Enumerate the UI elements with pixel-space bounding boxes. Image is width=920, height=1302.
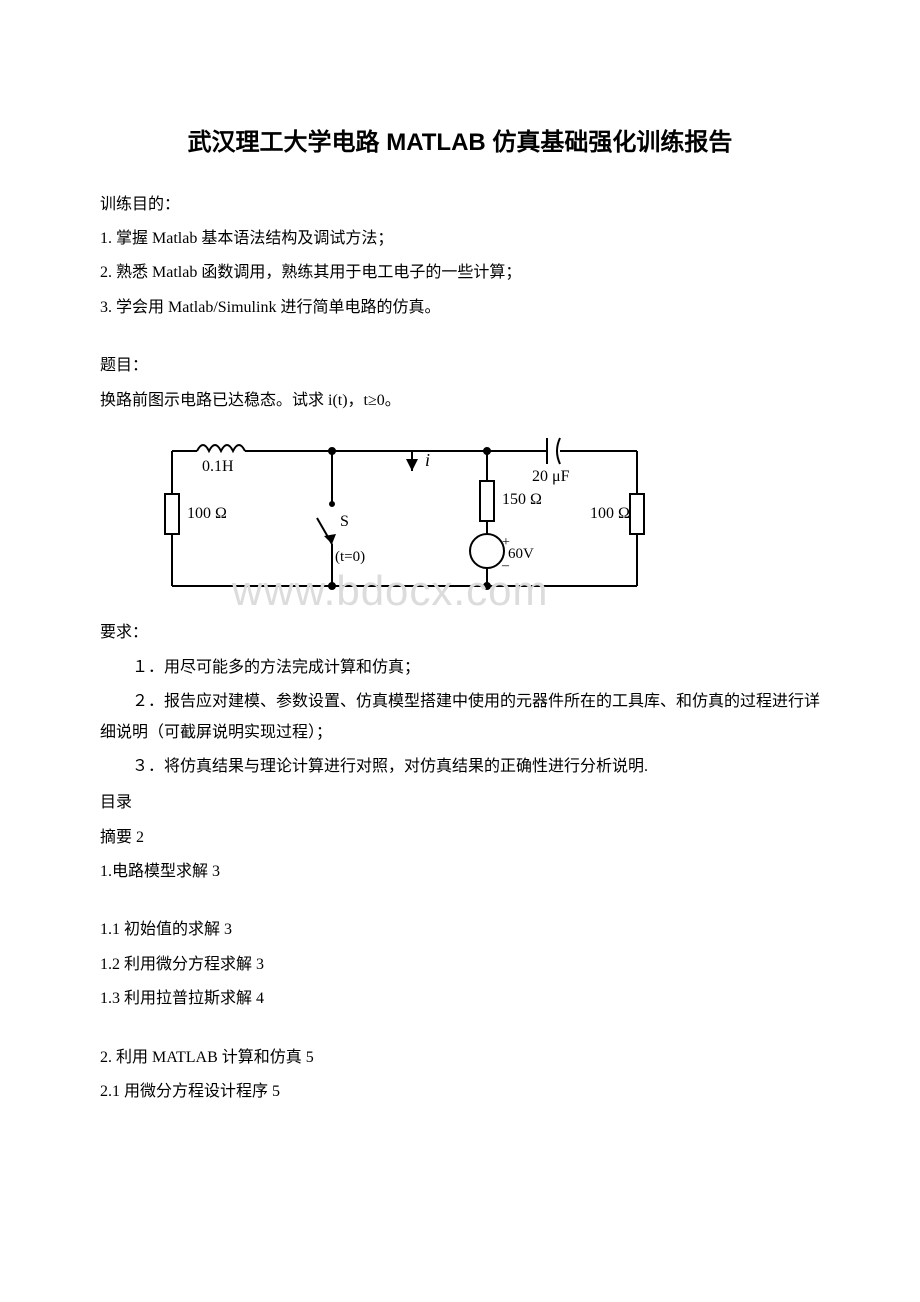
topic-text: 换路前图示电路已达稳态。试求 i(t)，t≥0。 (100, 386, 820, 416)
page-title: 武汉理工大学电路 MATLAB 仿真基础强化训练报告 (100, 120, 820, 166)
toc-item: 2. 利用 MATLAB 计算和仿真 5 (100, 1043, 820, 1073)
toc-item: 摘要 2 (100, 823, 820, 853)
requirement-item: ３．将仿真结果与理论计算进行对照，对仿真结果的正确性进行分析说明. (100, 752, 820, 782)
r-left-label: 100 Ω (187, 505, 227, 522)
r-right-label: 100 Ω (590, 505, 630, 522)
requirements-label: 要求： (100, 618, 820, 648)
switch-label: S (340, 513, 349, 530)
current-label: i (425, 450, 430, 470)
requirement-item: ２．报告应对建模、参数设置、仿真模型搭建中使用的元器件所在的工具库、和仿真的过程… (100, 687, 820, 748)
r-mid-label: 150 Ω (502, 491, 542, 508)
toc-item: 1.电路模型求解 3 (100, 857, 820, 887)
objective-item: 2. 熟悉 Matlab 函数调用，熟练其用于电工电子的一些计算； (100, 258, 820, 288)
circuit-svg: + – 0.1H i 20 μF 100 Ω 150 Ω 100 Ω S (t=… (132, 426, 677, 601)
toc-item: 1.1 初始值的求解 3 (100, 915, 820, 945)
toc-label: 目录 (100, 788, 820, 818)
capacitor-label: 20 μF (532, 468, 570, 485)
topic-label: 题目： (100, 351, 820, 381)
toc-item: 2.1 用微分方程设计程序 5 (100, 1077, 820, 1107)
inductor-label: 0.1H (202, 458, 234, 475)
source-label: 60V (508, 546, 534, 562)
toc-item: 1.2 利用微分方程求解 3 (100, 950, 820, 980)
circuit-diagram: + – 0.1H i 20 μF 100 Ω 150 Ω 100 Ω S (t=… (132, 426, 820, 612)
requirement-item: １．用尽可能多的方法完成计算和仿真； (100, 653, 820, 683)
objectives-label: 训练目的： (100, 190, 820, 220)
objective-item: 1. 掌握 Matlab 基本语法结构及调试方法； (100, 224, 820, 254)
switch-time-label: (t=0) (335, 549, 365, 565)
toc-item: 1.3 利用拉普拉斯求解 4 (100, 984, 820, 1014)
objective-item: 3. 学会用 Matlab/Simulink 进行简单电路的仿真。 (100, 293, 820, 323)
